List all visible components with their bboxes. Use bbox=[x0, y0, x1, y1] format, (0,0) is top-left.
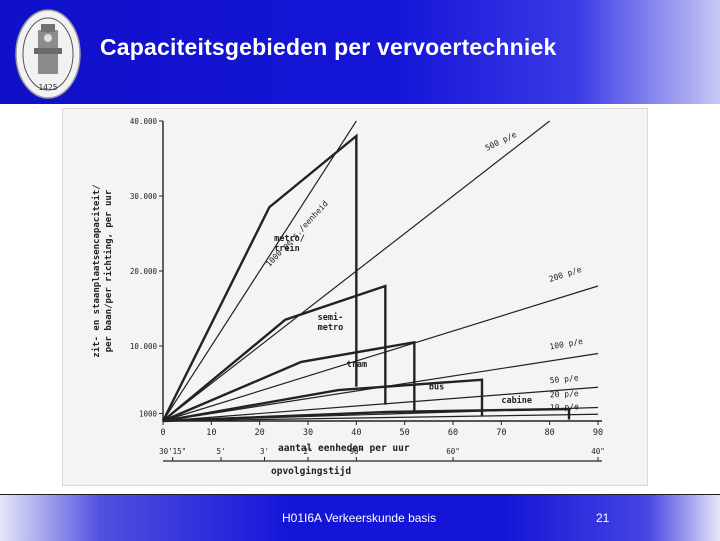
x-tick-label: 40 bbox=[351, 428, 361, 438]
university-seal-icon: 1425 bbox=[15, 9, 81, 99]
headway-tick-label: 40" bbox=[591, 447, 605, 456]
capacity-line-label: 100 p/e bbox=[549, 337, 584, 352]
y-axis-label: zit- en staanplaatsencapaciteit/ bbox=[91, 184, 102, 357]
x-tick-label: 30 bbox=[303, 428, 313, 438]
mode-label: bus bbox=[429, 383, 444, 393]
footer-course-title: H01I6A Verkeerskunde basis bbox=[282, 511, 437, 525]
mode-label: cabine bbox=[501, 395, 532, 406]
y-axis-label: per baan/per richting, per uur bbox=[103, 189, 114, 352]
mode-label: metro/ bbox=[274, 234, 305, 244]
mode-envelope bbox=[162, 340, 416, 423]
x-tick-label: 60 bbox=[448, 428, 458, 438]
capacity-line bbox=[162, 120, 357, 422]
y-tick-label: 40.000 bbox=[130, 117, 158, 126]
x-tick-label: 80 bbox=[545, 428, 555, 438]
mode-envelope bbox=[162, 407, 571, 423]
mode-label: trein bbox=[274, 243, 300, 254]
capacity-line-label: 50 p/e bbox=[549, 373, 579, 385]
mode-label: tram bbox=[347, 360, 367, 370]
headway-axis-label: opvolgingstijd bbox=[271, 466, 351, 477]
capacity-line-label: 10 p/e bbox=[550, 402, 579, 412]
mode-label: semi- bbox=[318, 312, 344, 323]
mode-label: metro bbox=[318, 323, 344, 333]
headway-tick-label: 30'15" bbox=[159, 447, 186, 456]
x-tick-label: 20 bbox=[255, 428, 265, 438]
y-tick-label: 30.000 bbox=[130, 192, 158, 201]
slide-footer: H01I6A Verkeerskunde basis 21 bbox=[0, 494, 720, 541]
mode-envelope bbox=[161, 133, 358, 422]
slide-title: Capaciteitsgebieden per vervoertechniek bbox=[100, 34, 557, 60]
x-tick-label: 50 bbox=[400, 428, 410, 438]
page-number: 21 bbox=[596, 511, 610, 525]
x-tick-label: 10 bbox=[206, 428, 216, 438]
headway-tick-label: 90" bbox=[350, 447, 364, 456]
x-axis-label: aantal eenheden per uur bbox=[278, 443, 410, 454]
y-tick-label: 1000 bbox=[139, 410, 158, 419]
headway-tick-label: 3' bbox=[260, 447, 269, 456]
slide-header: 1425 Capaciteitsgebieden per vervoertech… bbox=[0, 0, 720, 104]
capacity-line-label: 200 p/e bbox=[548, 265, 583, 284]
capacity-line bbox=[162, 386, 599, 422]
headway-tick-label: 2' bbox=[303, 447, 312, 456]
capacity-line-label: 20 p/e bbox=[550, 389, 580, 400]
mode-envelope bbox=[162, 284, 387, 422]
headway-tick-label: 5' bbox=[216, 447, 225, 456]
y-tick-label: 10.000 bbox=[130, 342, 158, 351]
capacity-line bbox=[162, 285, 599, 422]
headway-tick-label: 60" bbox=[446, 447, 460, 456]
logo-year: 1425 bbox=[38, 83, 57, 92]
capacity-line bbox=[162, 413, 599, 422]
capacity-chart: 1000 10.000 20.000 30.000 40.000 0 10 20 30 40 50 6… bbox=[91, 117, 605, 477]
x-tick-label: 90 bbox=[593, 428, 603, 438]
y-tick-label: 20.000 bbox=[130, 267, 158, 276]
x-tick-label: 70 bbox=[496, 428, 506, 438]
x-tick-label: 0 bbox=[160, 428, 165, 438]
mode-envelope bbox=[162, 378, 484, 423]
chart-scan-area: 1000 10.000 20.000 30.000 40.000 0 10 20 30 40 50 6… bbox=[62, 108, 648, 486]
